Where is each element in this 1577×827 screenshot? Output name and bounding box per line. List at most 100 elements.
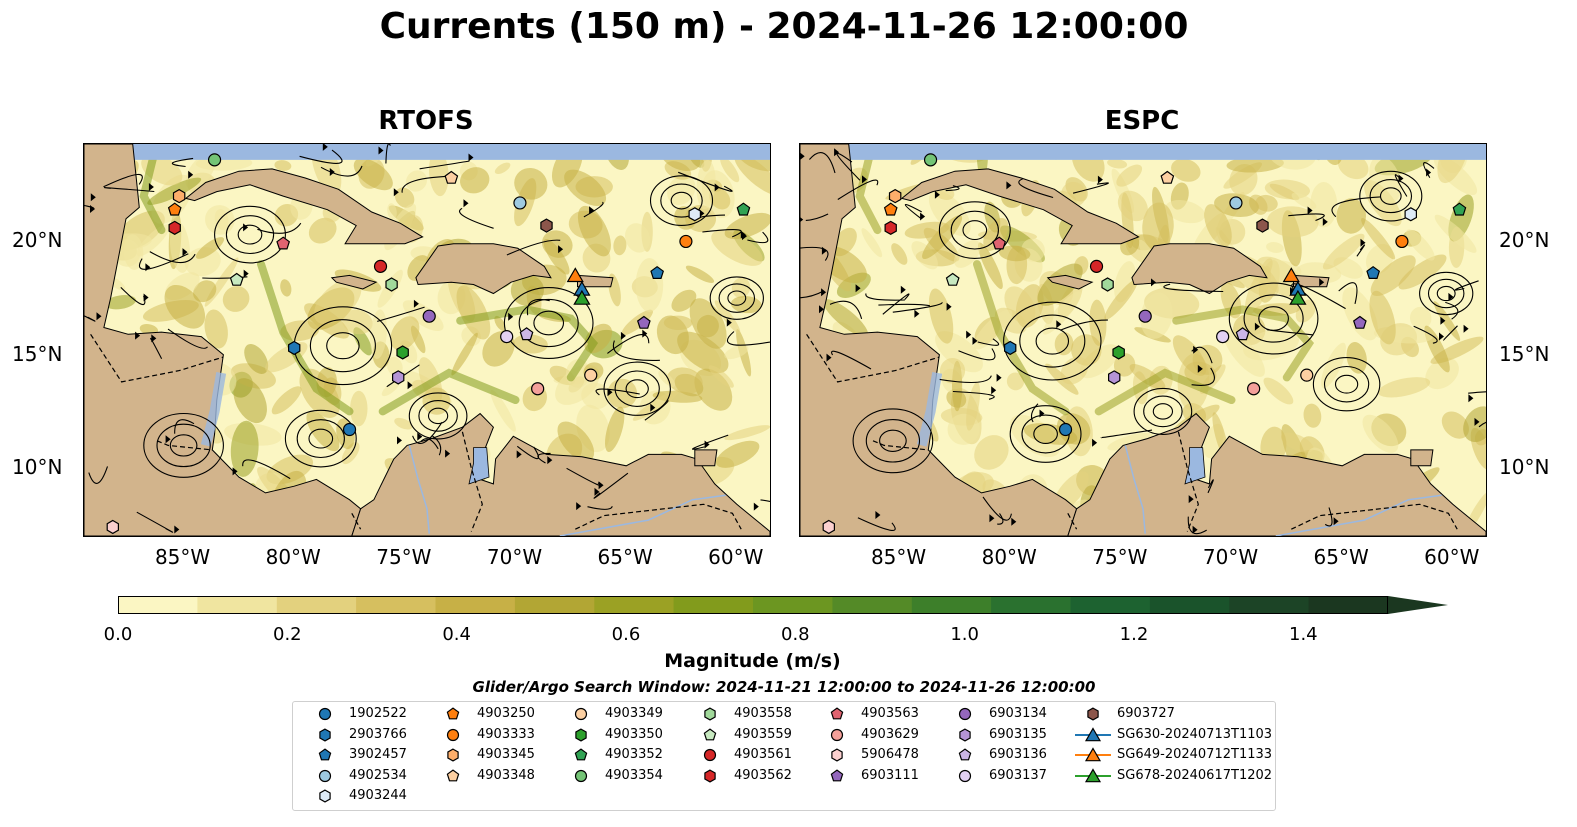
legend-marker[interactable]: [574, 748, 588, 761]
legend-marker[interactable]: [958, 707, 972, 721]
colorbar-label: Magnitude (m/s): [664, 650, 841, 672]
float-4903250[interactable]: [167, 202, 182, 216]
float-6903137[interactable]: [1216, 330, 1230, 344]
float-3902457[interactable]: [650, 265, 665, 279]
float-4903563[interactable]: [276, 236, 291, 250]
float-4903333[interactable]: [1395, 234, 1409, 249]
float-6903136[interactable]: [519, 327, 534, 341]
float-4903349[interactable]: [584, 368, 598, 382]
float-6903111[interactable]: [1352, 315, 1367, 329]
float-6903135[interactable]: [392, 370, 405, 385]
legend-marker[interactable]: [574, 769, 588, 782]
float-4903349[interactable]: [1300, 368, 1314, 382]
float-4903244[interactable]: [688, 207, 702, 222]
legend-marker[interactable]: [447, 748, 459, 762]
legend-marker[interactable]: [319, 789, 331, 803]
float-4903350[interactable]: [396, 345, 409, 360]
panel-title-rtofs: RTOFS: [378, 106, 474, 136]
lat-label-right: 10°N: [1499, 455, 1550, 480]
legend-marker[interactable]: [575, 727, 587, 742]
map-espc[interactable]: [799, 143, 1487, 537]
float-4903250[interactable]: [883, 202, 898, 216]
legend-label: 2903766: [349, 726, 407, 742]
lat-label-left: 15°N: [12, 341, 63, 366]
legend-marker[interactable]: [1084, 767, 1102, 782]
float-4903629[interactable]: [531, 382, 545, 396]
float-4903350[interactable]: [1112, 345, 1125, 360]
legend-marker[interactable]: [830, 707, 844, 720]
float-6903136[interactable]: [1235, 327, 1250, 341]
legend-marker[interactable]: [318, 707, 332, 721]
glider-SG649-20240712T1133[interactable]: [566, 267, 584, 283]
float-4903352[interactable]: [736, 202, 751, 216]
legend-marker[interactable]: [574, 707, 588, 721]
legend-marker[interactable]: [446, 768, 460, 781]
legend-marker[interactable]: [703, 748, 717, 762]
float-4903558[interactable]: [385, 277, 398, 292]
float-4903352[interactable]: [1452, 202, 1467, 216]
float-4903561[interactable]: [373, 259, 388, 273]
legend-marker[interactable]: [446, 728, 460, 741]
float-4903559[interactable]: [229, 272, 244, 286]
legend-marker[interactable]: [1087, 707, 1099, 721]
legend-label: 4903352: [605, 747, 663, 762]
lon-label: 70°W: [1202, 545, 1259, 569]
float-6903134[interactable]: [422, 309, 436, 323]
legend-marker[interactable]: [1084, 726, 1102, 741]
colorbar-segment: [832, 596, 913, 614]
float-4903354[interactable]: [207, 153, 222, 167]
colorbar-segment: [753, 596, 833, 614]
float-1902522[interactable]: [1058, 422, 1073, 437]
float-6903137[interactable]: [500, 330, 514, 344]
legend-marker[interactable]: [1084, 747, 1102, 762]
float-2903766[interactable]: [1004, 340, 1017, 356]
float-2903766[interactable]: [288, 340, 301, 356]
float-4903562[interactable]: [884, 220, 897, 235]
legend-marker[interactable]: [446, 707, 460, 720]
float-6903727[interactable]: [1256, 218, 1269, 233]
legend-marker[interactable]: [831, 748, 843, 762]
float-5906478[interactable]: [106, 519, 120, 535]
legend-label: 6903135: [989, 726, 1047, 742]
legend-marker[interactable]: [704, 768, 716, 783]
float-4903348[interactable]: [1160, 170, 1175, 184]
float-4903561[interactable]: [1089, 259, 1104, 273]
legend-marker[interactable]: [318, 769, 332, 782]
float-5906478[interactable]: [822, 519, 836, 535]
glider-SG649-20240712T1133[interactable]: [1282, 267, 1300, 283]
legend-marker[interactable]: [958, 769, 972, 782]
legend-marker[interactable]: [830, 728, 844, 741]
float-6903111[interactable]: [636, 315, 651, 329]
float-6903134[interactable]: [1138, 309, 1152, 323]
float-4903629[interactable]: [1247, 382, 1261, 396]
glider-SG678-20240617T1202[interactable]: [1289, 289, 1307, 305]
float-4902534[interactable]: [1229, 196, 1243, 210]
colorbar-tick: 0.0: [103, 624, 133, 645]
colorbar-segment: [118, 596, 198, 614]
float-4903244[interactable]: [1404, 207, 1418, 222]
float-4903333[interactable]: [679, 234, 693, 249]
float-4903563[interactable]: [992, 236, 1007, 250]
float-4903345[interactable]: [172, 188, 186, 204]
legend-label: 3902457: [349, 747, 407, 762]
legend-marker[interactable]: [958, 748, 972, 761]
float-6903727[interactable]: [540, 218, 553, 233]
float-1902522[interactable]: [342, 422, 357, 437]
legend-marker[interactable]: [959, 727, 971, 742]
float-4903345[interactable]: [888, 188, 902, 204]
float-3902457[interactable]: [1366, 265, 1381, 279]
float-4903562[interactable]: [168, 220, 181, 235]
float-4903559[interactable]: [945, 272, 960, 286]
float-6903135[interactable]: [1108, 370, 1121, 385]
float-4903348[interactable]: [444, 170, 459, 184]
glider-SG678-20240617T1202[interactable]: [573, 289, 591, 305]
map-rtofs[interactable]: [83, 143, 771, 537]
legend-marker[interactable]: [319, 727, 331, 742]
float-4902534[interactable]: [513, 196, 527, 210]
legend-marker[interactable]: [318, 748, 332, 761]
float-4903354[interactable]: [923, 153, 938, 167]
float-4903558[interactable]: [1101, 277, 1114, 292]
legend-marker[interactable]: [704, 707, 716, 721]
legend-marker[interactable]: [703, 727, 717, 740]
legend-marker[interactable]: [830, 768, 844, 781]
